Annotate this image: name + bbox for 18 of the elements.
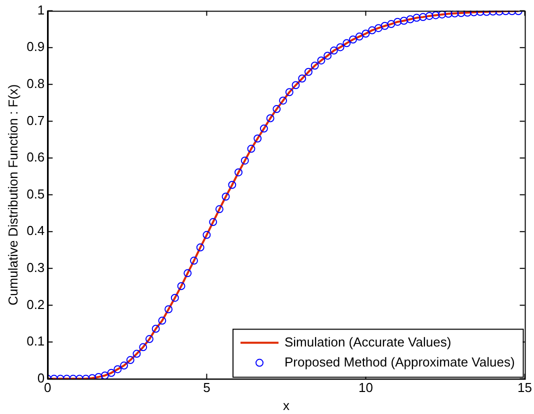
x-tick-label: 5: [203, 380, 210, 396]
legend-label: Simulation (Accurate Values): [284, 334, 452, 350]
y-axis-title: Cumulative Distribution Function : F(x): [5, 84, 20, 306]
y-tick-label: 0.5: [26, 186, 45, 202]
x-tick-label: 15: [518, 380, 532, 396]
y-tick-label: 0.4: [26, 223, 45, 238]
legend-label: Proposed Method (Approximate Values): [284, 354, 515, 370]
y-tick-label: 0: [37, 370, 45, 386]
y-tick-label: 0.3: [26, 260, 45, 275]
y-tick-label: 0.7: [26, 112, 45, 128]
y-tick-label: 1: [37, 2, 45, 18]
y-tick-label: 0.1: [26, 334, 45, 349]
x-tick-label: 10: [358, 380, 373, 396]
y-tick-label: 0.9: [26, 39, 45, 54]
y-tick-label: 0.8: [26, 76, 45, 91]
y-tick-label: 0.2: [26, 296, 45, 312]
y-tick-label: 0.6: [26, 150, 45, 165]
x-axis-title: x: [282, 398, 290, 413]
